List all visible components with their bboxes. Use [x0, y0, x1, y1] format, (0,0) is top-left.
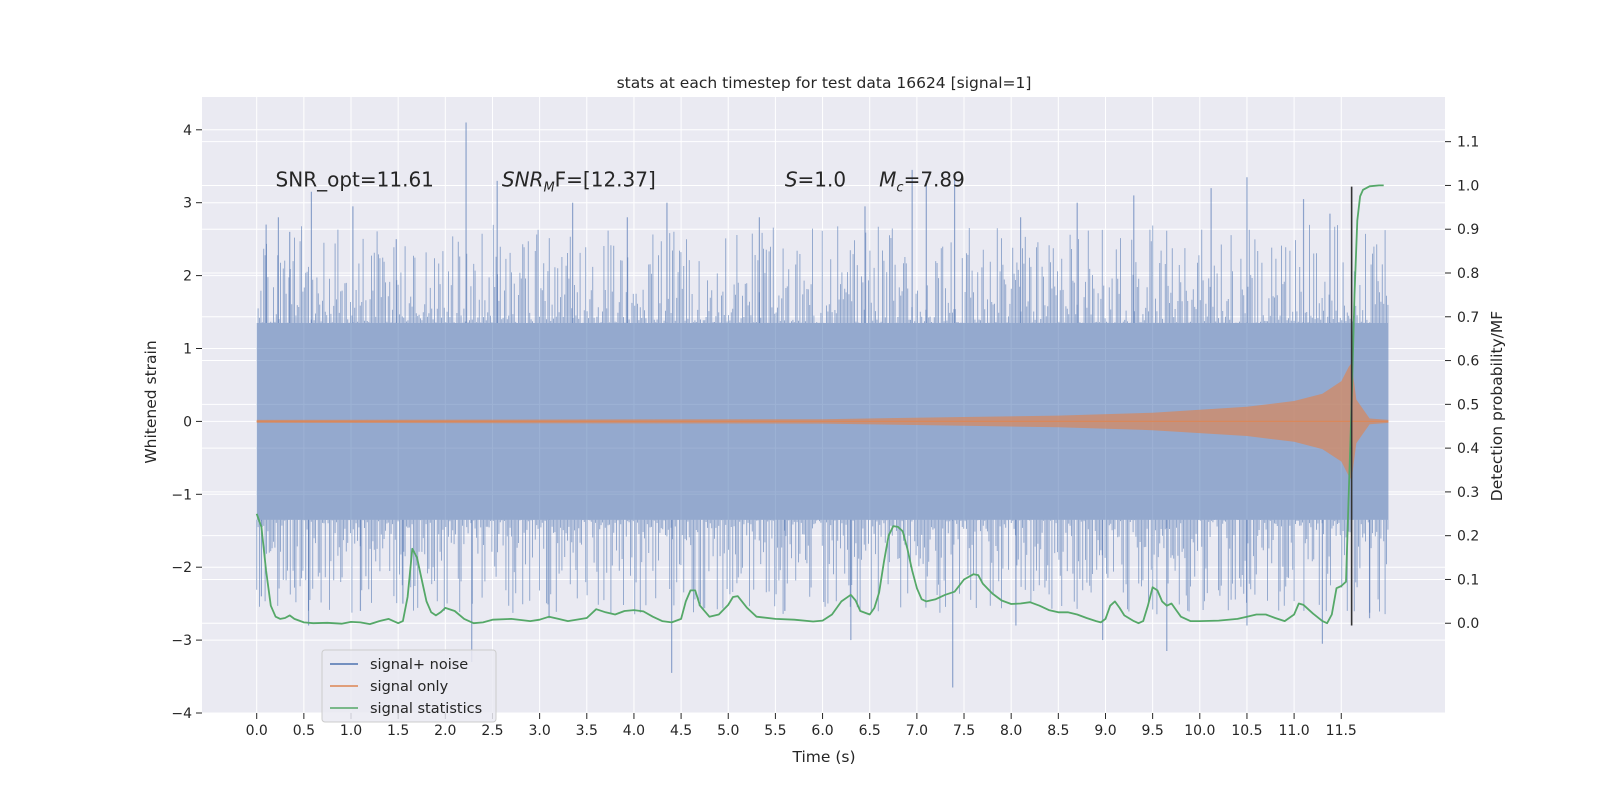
- y-axis-ticks: −4 −3 −2 −1 0 1 2 3 4: [171, 123, 202, 722]
- legend-label-signal-statistics: signal statistics: [370, 701, 482, 717]
- legend: signal+ noise signal only signal statist…: [321, 649, 497, 723]
- x-tick-label: 11.5: [1326, 723, 1357, 739]
- x-tick-label: 10.5: [1231, 723, 1262, 739]
- stat-line: [255, 184, 1384, 625]
- legend-box: [321, 649, 497, 723]
- x-tick-label: 2.0: [434, 723, 456, 739]
- annotation-2: S=1.0: [785, 167, 846, 191]
- x-tick-label: 3.0: [528, 723, 550, 739]
- y2-tick-label: 0.7: [1457, 310, 1479, 326]
- y-tick-label: −1: [171, 487, 192, 503]
- y-tick-label: −4: [171, 706, 192, 722]
- x-tick-label: 6.0: [811, 723, 833, 739]
- noise-lower-spikes: [256, 519, 1389, 615]
- x-tick-label: 6.5: [859, 723, 881, 739]
- x-tick-label: 0.0: [246, 723, 268, 739]
- legend-label-signal-plus-noise: signal+ noise: [370, 657, 468, 673]
- x-tick-label: 10.0: [1184, 723, 1215, 739]
- y2-tick-label: 0.9: [1457, 222, 1479, 238]
- y2-tick-label: 0.3: [1457, 485, 1479, 501]
- x-tick-label: 4.0: [623, 723, 645, 739]
- y-tick-label: 1: [183, 342, 192, 358]
- x-tick-label: 7.5: [953, 723, 975, 739]
- y2-tick-label: 0.8: [1457, 266, 1479, 282]
- x-tick-label: 5.0: [717, 723, 739, 739]
- legend-label-signal-only: signal only: [370, 679, 449, 695]
- x-tick-label: 7.0: [906, 723, 928, 739]
- series-signal-statistics: [255, 184, 1384, 625]
- x-tick-label: 11.0: [1279, 723, 1310, 739]
- y-tick-label: 4: [183, 123, 192, 139]
- annotations: SNR_opt=11.61 SNRMF=[12.37] S=1.0 Mc=7.89: [276, 167, 965, 195]
- x-tick-label: 1.0: [340, 723, 362, 739]
- y-tick-label: −3: [171, 633, 192, 649]
- x-tick-label: 2.5: [481, 723, 503, 739]
- x-axis-ticks: 0.0 0.5 1.0 1.5 2.0 2.5 3.0 3.5 4.0 4.5 5.0 5.5 6.0 6…: [246, 713, 1357, 739]
- x-tick-label: 8.0: [1000, 723, 1022, 739]
- y-tick-label: −2: [171, 560, 192, 576]
- x-tick-label: 1.5: [387, 723, 409, 739]
- annotation-1: SNRMF=[12.37]: [502, 167, 656, 195]
- x-tick-label: 9.5: [1142, 723, 1164, 739]
- x-tick-label: 5.5: [764, 723, 786, 739]
- y-tick-label: 0: [183, 414, 192, 430]
- annotation-3: Mc=7.89: [879, 167, 965, 195]
- y2-tick-label: 0.5: [1457, 397, 1479, 413]
- series-signal-only: [256, 363, 1389, 480]
- y2-tick-label: 0.4: [1457, 441, 1479, 457]
- x-tick-label: 8.5: [1047, 723, 1069, 739]
- x-tick-label: 4.5: [670, 723, 692, 739]
- annotation-0: SNR_opt=11.61: [276, 167, 434, 191]
- y2-tick-label: 1.1: [1457, 135, 1479, 151]
- y2-tick-label: 0.6: [1457, 354, 1479, 370]
- y-tick-label: 2: [183, 269, 192, 285]
- y2-tick-label: 1.0: [1457, 178, 1479, 194]
- y2-axis-ticks: 0.0 0.1 0.2 0.3 0.4 0.5 0.6 0.7 0.8 0.9 1.0 1.1: [1445, 135, 1479, 632]
- x-axis-label: Time (s): [791, 748, 855, 766]
- x-tick-label: 3.5: [576, 723, 598, 739]
- x-tick-label: 0.5: [293, 723, 315, 739]
- y2-tick-label: 0.2: [1457, 529, 1479, 545]
- y-tick-label: 3: [183, 196, 192, 212]
- y2-tick-label: 0.0: [1457, 616, 1479, 632]
- chart-title: stats at each timestep for test data 166…: [617, 74, 1032, 92]
- x-tick-label: 9.0: [1094, 723, 1116, 739]
- y-axis-label: Whitened strain: [142, 340, 160, 463]
- y2-axis-label: Detection probability/MF: [1488, 311, 1506, 502]
- y2-tick-label: 0.1: [1457, 572, 1479, 588]
